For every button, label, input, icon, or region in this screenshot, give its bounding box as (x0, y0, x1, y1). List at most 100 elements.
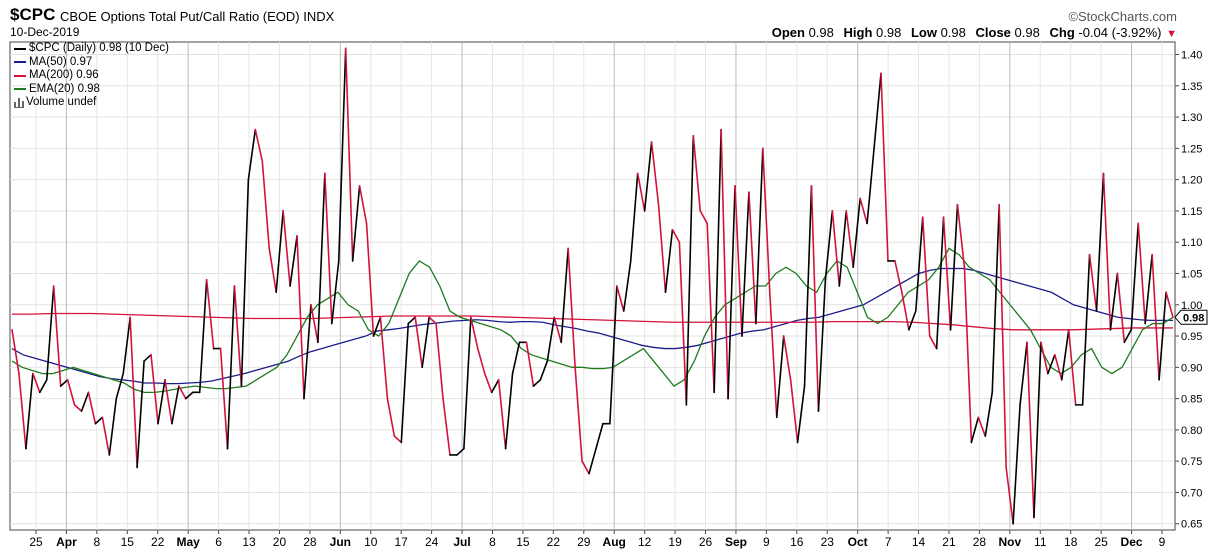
price-segment (984, 391, 994, 437)
price-segment (435, 322, 444, 400)
price-segment (748, 191, 757, 325)
x-tick-label: 16 (790, 535, 804, 549)
price-segment (762, 147, 771, 294)
price-segment (1033, 341, 1042, 519)
price-segment (609, 285, 618, 425)
y-tick-label: 1.10 (1181, 237, 1202, 249)
price-segment (178, 385, 187, 400)
legend-item-volume: Volume undef (14, 96, 169, 110)
price-segment (1019, 341, 1028, 406)
price-segment (908, 310, 917, 331)
price-segment (949, 203, 959, 331)
price-segment (400, 322, 410, 444)
price-segment (511, 341, 521, 375)
price-segment (122, 316, 131, 375)
x-tick-label: Jun (330, 535, 351, 549)
price-segment (442, 397, 451, 456)
price-segment (164, 379, 173, 425)
price-segment (87, 391, 97, 425)
legend-label: EMA(20) 0.98 (29, 82, 100, 95)
price-segment (560, 247, 569, 344)
y-tick-label: 0.95 (1181, 331, 1202, 343)
chart-title: CBOE Options Total Put/Call Ratio (EOD) … (60, 9, 334, 24)
y-tick-label: 0.70 (1181, 487, 1202, 499)
price-segment (233, 285, 243, 387)
price-segment (574, 366, 583, 462)
x-tick-label: 11 (1034, 535, 1047, 549)
price-segment (421, 316, 430, 369)
price-segment (595, 422, 604, 450)
price-segment (18, 372, 27, 450)
price-segment (692, 135, 702, 212)
price-segment (108, 397, 118, 456)
chg-label: Chg (1049, 25, 1075, 40)
price-segment (643, 141, 653, 212)
y-tick-label: 0.85 (1181, 394, 1202, 406)
stockcharts-logo[interactable]: ©StockCharts.com (1068, 9, 1177, 24)
x-tick-label: 12 (638, 535, 652, 549)
x-tick-label: 19 (668, 535, 682, 549)
y-tick-label: 1.00 (1181, 300, 1202, 312)
price-segment (289, 235, 298, 287)
x-tick-label: 7 (885, 535, 892, 549)
price-segment (205, 278, 215, 350)
price-segment (831, 210, 841, 287)
price-segment (1081, 253, 1091, 406)
price-segment (553, 316, 563, 344)
price-segment (25, 372, 34, 450)
price-segment (650, 141, 660, 206)
price-segment (1054, 354, 1063, 381)
x-tick-label: May (176, 535, 200, 549)
x-tick-label: 25 (29, 535, 43, 549)
price-segment (157, 379, 166, 425)
price-segment (247, 128, 257, 181)
legend-swatch (14, 88, 26, 91)
x-tick-label: 26 (699, 535, 713, 549)
plot-area (9, 41, 1176, 531)
price-segment (713, 128, 722, 394)
price-segment (1130, 222, 1140, 331)
price-segment (803, 185, 813, 387)
legend-label: $CPC (Daily) 0.98 (10 Dec) (29, 42, 169, 54)
price-segment (1088, 253, 1098, 312)
price-segment (1102, 172, 1112, 331)
series-line-ma50 (11, 267, 1173, 385)
y-tick-label: 1.35 (1181, 81, 1202, 93)
high-label: High (843, 25, 873, 40)
x-tick-label: 29 (577, 535, 591, 549)
x-tick-label: 9 (1159, 535, 1166, 549)
price-segment (567, 247, 576, 369)
price-segment (1047, 354, 1056, 375)
price-segment (636, 172, 646, 212)
price-segment (928, 335, 938, 350)
price-segment (789, 379, 799, 444)
x-tick-label: 25 (1094, 535, 1108, 549)
price-segment (866, 147, 875, 225)
price-segment (921, 216, 931, 337)
price-segment (1012, 404, 1021, 525)
x-tick-label: 15 (121, 535, 135, 549)
x-tick-label: Oct (848, 535, 868, 549)
price-segment (720, 128, 729, 400)
price-segment (775, 335, 785, 419)
price-segment (1060, 328, 1070, 381)
price-segment (490, 379, 500, 394)
legend-swatch (14, 47, 26, 50)
last-value-marker (1174, 309, 1208, 325)
price-segment (351, 185, 361, 262)
price-segment (901, 291, 910, 331)
price-segment (317, 172, 326, 344)
x-tick-label: 28 (973, 535, 987, 549)
price-segment (80, 391, 90, 412)
price-segment (782, 335, 792, 381)
x-tick-label: Jul (453, 535, 470, 549)
x-tick-label: 28 (303, 535, 317, 549)
x-tick-label: 24 (425, 535, 439, 549)
price-segment (963, 266, 973, 444)
price-segment (310, 303, 319, 344)
price-segment (261, 160, 271, 250)
price-segment (39, 379, 48, 394)
x-tick-label: Sep (725, 535, 747, 549)
y-tick-label: 1.25 (1181, 143, 1202, 155)
